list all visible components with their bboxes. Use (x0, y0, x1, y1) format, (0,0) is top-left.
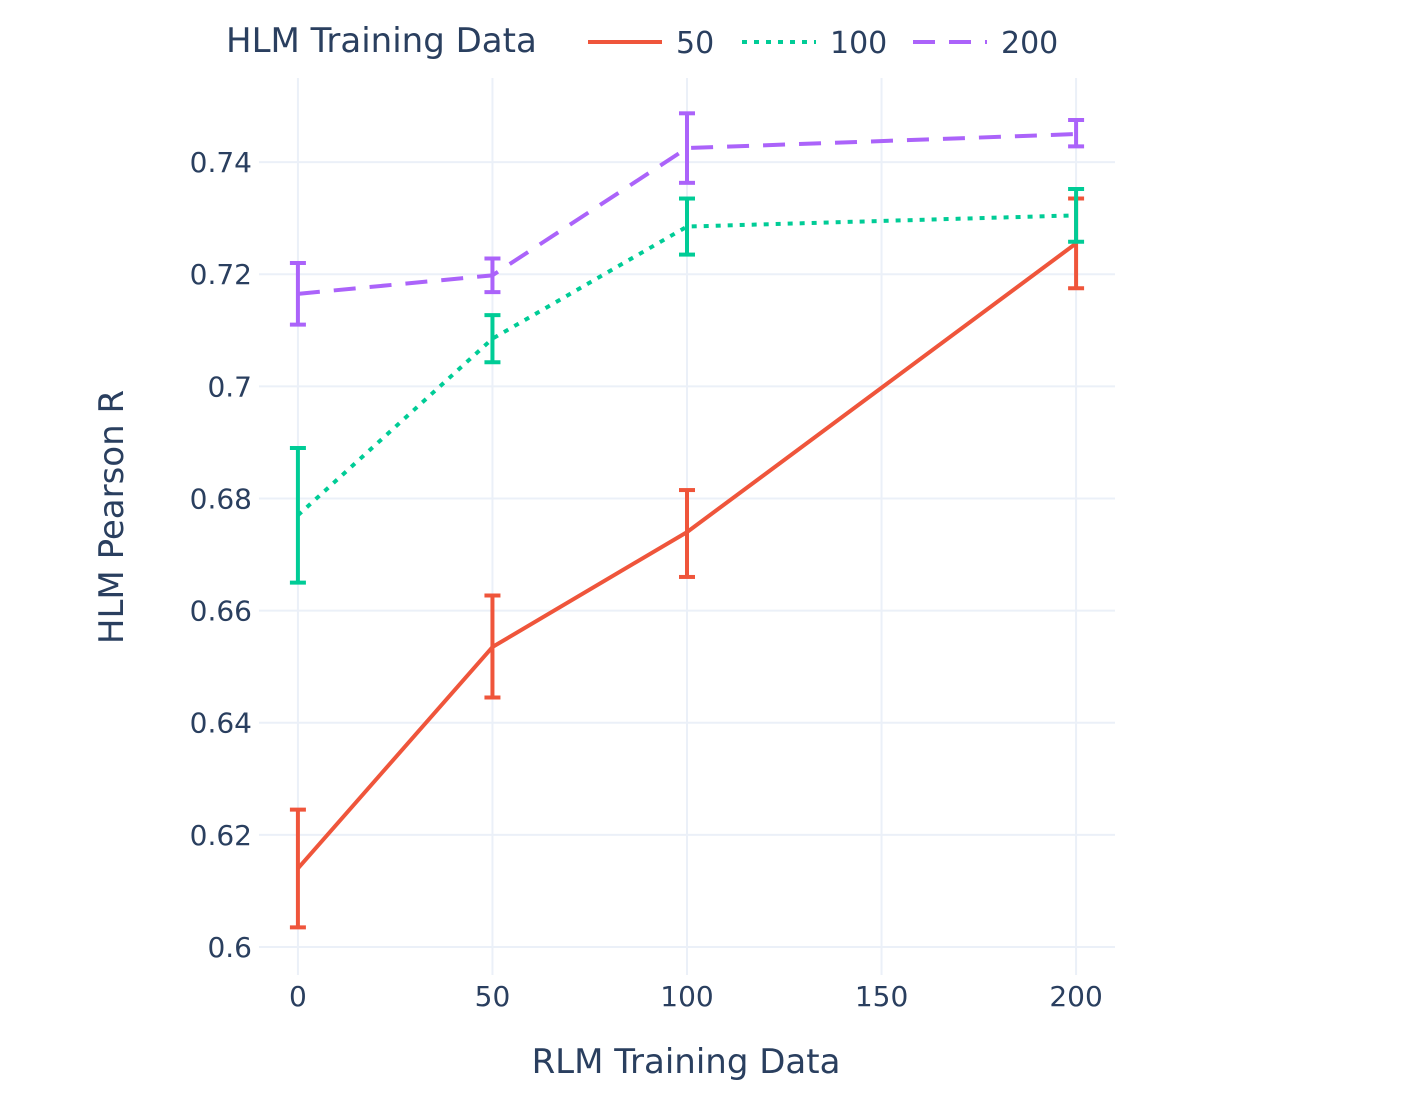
x-tick-label: 150 (855, 980, 908, 1013)
y-tick-label: 0.62 (190, 819, 252, 852)
x-tick-label: 50 (475, 980, 511, 1013)
series-100 (289, 187, 1085, 585)
x-axis-title: RLM Training Data (532, 1042, 841, 1082)
y-tick-label: 0.7 (207, 370, 252, 403)
error-bar (1068, 118, 1085, 149)
legend-item-200[interactable]: 200 (913, 26, 1058, 61)
y-axis-title: HLM Pearson R (92, 390, 132, 644)
error-bar (679, 196, 695, 257)
y-tick-label: 0.6 (207, 931, 252, 964)
legend-label: 100 (830, 26, 887, 61)
x-tick-label: 0 (289, 980, 307, 1013)
series-line-100 (296, 213, 1077, 517)
y-tick-label: 0.68 (190, 482, 252, 515)
y-tick-label: 0.66 (190, 595, 252, 628)
legend-label: 200 (1001, 26, 1058, 61)
legend-item-100[interactable]: 100 (742, 26, 887, 61)
y-tick-label: 0.74 (190, 146, 252, 179)
series-line-50 (296, 241, 1078, 870)
y-tick-label: 0.72 (190, 258, 252, 291)
legend-title: HLM Training Data (226, 21, 537, 61)
series-200 (289, 111, 1085, 327)
series-line-200 (297, 132, 1077, 296)
legend-items: 50 100 200 (588, 26, 1058, 61)
legend-item-50[interactable]: 50 (588, 26, 714, 61)
legend: HLM Training Data 50 100 200 (226, 21, 1058, 61)
y-tick-label: 0.64 (190, 707, 252, 740)
series-layer (289, 111, 1085, 930)
x-tick-label: 100 (660, 980, 713, 1013)
legend-label: 50 (676, 26, 714, 61)
x-tick-label: 200 (1049, 980, 1102, 1013)
error-bar (679, 111, 695, 185)
error-bar (484, 313, 501, 365)
tick-layer: 0.6 0.62 0.64 0.66 0.68 0.7 0.72 0.74 0 50 100 150 2… (190, 146, 1103, 1013)
